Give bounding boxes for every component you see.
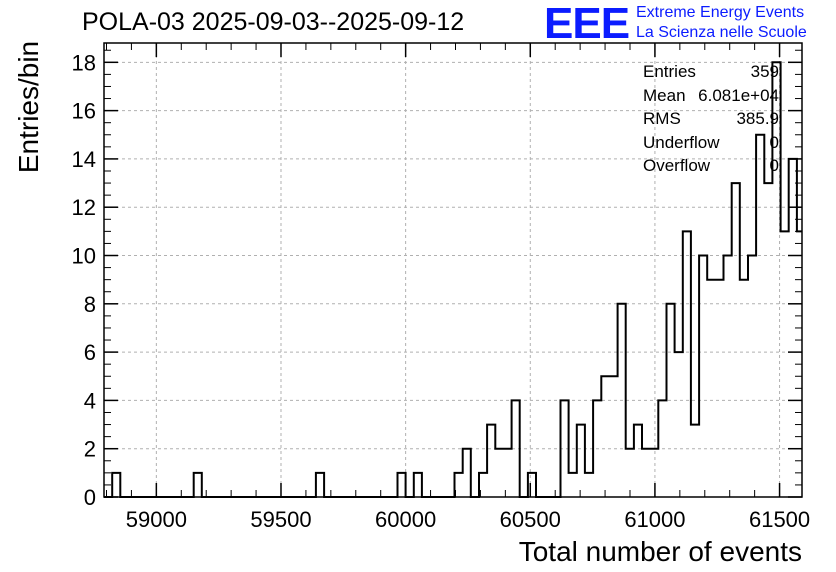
org-name-line2: La Scienza nelle Scuole <box>636 24 807 41</box>
tick-labels: 0 2 4 6 8 10 12 14 16 18 59000 59500 60000 60500 61000… <box>72 50 811 532</box>
histogram-line <box>104 61 802 498</box>
stat-label: Entries <box>643 62 696 81</box>
stat-value: 385.9 <box>736 109 779 128</box>
y-tick-label: 18 <box>72 50 96 75</box>
grid-lines <box>104 43 802 497</box>
stat-value: 0 <box>769 132 779 152</box>
stat-row-rms: RMS 385.9 <box>643 107 779 131</box>
stat-value: 0 <box>769 156 779 175</box>
chart-title: POLA-03 2025-09-03--2025-09-12 <box>82 8 465 36</box>
org-name-line1: Extreme Energy Events <box>636 4 805 21</box>
y-tick-label: 14 <box>72 147 96 172</box>
y-tick-label: 10 <box>72 244 96 269</box>
x-axis-label: Total number of events <box>518 536 802 567</box>
stat-row-underflow: Underflow 0 <box>643 131 779 155</box>
stat-row-mean: Mean 6.081e+04 <box>643 84 779 108</box>
y-axis-label: Entries/bin <box>13 40 44 174</box>
eee-logo: EEE <box>544 0 630 48</box>
y-tick-label: 2 <box>84 437 96 462</box>
x-tick-label: 60500 <box>500 507 561 532</box>
y-tick-label: 12 <box>72 195 96 220</box>
stat-row-overflow: Overflow 0 <box>643 154 779 178</box>
stat-label: Underflow <box>643 132 720 152</box>
y-tick-label: 6 <box>84 340 96 365</box>
y-tick-label: 8 <box>84 292 96 317</box>
stat-label: RMS <box>643 109 681 128</box>
stat-row-entries: Entries 359 <box>643 60 779 84</box>
y-tick-label: 16 <box>72 99 96 124</box>
stat-label: Mean <box>643 85 686 105</box>
x-tick-label: 61500 <box>749 507 810 532</box>
x-tick-label: 61000 <box>624 507 685 532</box>
y-tick-label: 0 <box>84 485 96 510</box>
x-tick-label: 59000 <box>126 507 187 532</box>
stat-value: 359 <box>750 62 779 81</box>
stat-value: 6.081e+04 <box>698 85 779 105</box>
stats-box: Entries 359 Mean 6.081e+04 RMS 385.9 Underf… <box>643 60 779 178</box>
x-tick-label: 60000 <box>375 507 436 532</box>
x-tick-label: 59500 <box>250 507 311 532</box>
y-tick-label: 4 <box>84 388 96 413</box>
stat-label: Overflow <box>643 156 711 175</box>
